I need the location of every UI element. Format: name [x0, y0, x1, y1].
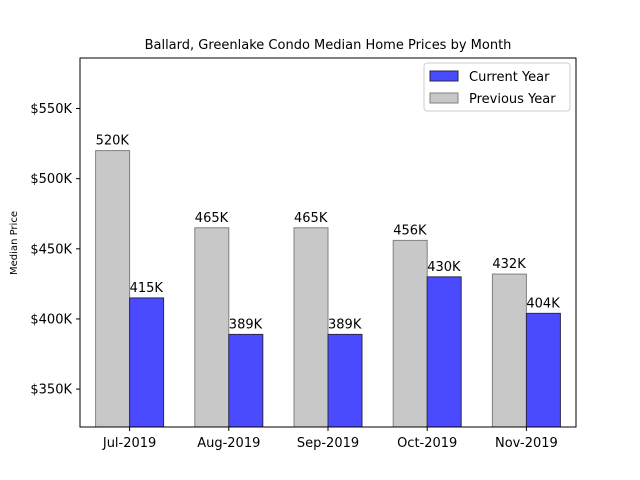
y-tick-label-3: $500K	[30, 172, 72, 187]
x-tick-label-2: Sep-2019	[297, 436, 359, 451]
legend-label-current-year: Current Year	[469, 70, 550, 85]
bar-label-previous-year-2: 465K	[294, 211, 328, 226]
bar-previous-year-4	[491, 273, 527, 428]
bar-previous-year-3	[392, 239, 428, 428]
legend-swatch-current-year	[429, 70, 459, 82]
bar-label-previous-year-3: 456K	[393, 223, 427, 238]
bar-current-year-3	[426, 276, 462, 428]
bar-label-previous-year-1: 465K	[195, 211, 229, 226]
bars-layer	[95, 150, 561, 428]
bar-previous-year-2	[293, 227, 329, 428]
bar-current-year-0	[129, 297, 165, 428]
bar-label-current-year-2: 389K	[328, 317, 362, 332]
x-tick-label-3: Oct-2019	[397, 436, 457, 451]
legend-label-previous-year: Previous Year	[469, 92, 556, 107]
bar-label-current-year-0: 415K	[130, 281, 164, 296]
y-tick-label-0: $350K	[30, 383, 72, 398]
x-axis: Jul-2019 Aug-2019 Sep-2019 Oct-2019 Nov-2019	[102, 427, 558, 451]
bar-previous-year-0	[95, 150, 131, 428]
chart-title: Ballard, Greenlake Condo Median Home Pri…	[145, 38, 512, 53]
x-tick-label-1: Aug-2019	[197, 436, 260, 451]
legend-swatch-previous-year	[429, 92, 459, 104]
y-axis: $350K $400K $450K $500K $550K	[30, 102, 80, 398]
bar-labels-layer: 520K 415K 465K 389K 465K 389K 456K 430K 432K 404K	[96, 134, 561, 333]
bar-previous-year-1	[194, 227, 230, 428]
x-tick-label-4: Nov-2019	[495, 436, 558, 451]
bar-label-previous-year-0: 520K	[96, 134, 130, 149]
bar-current-year-1	[228, 333, 264, 428]
legend: Current Year Previous Year	[423, 62, 571, 112]
bar-current-year-2	[327, 333, 363, 428]
y-tick-label-1: $400K	[30, 312, 72, 327]
y-tick-label-4: $550K	[30, 102, 72, 117]
bar-current-year-4	[525, 312, 561, 428]
y-axis-label: Median Price	[9, 211, 20, 275]
y-tick-label-2: $450K	[30, 242, 72, 257]
bar-label-current-year-1: 389K	[229, 317, 263, 332]
plot-frame	[79, 57, 577, 428]
bar-label-current-year-3: 430K	[427, 260, 461, 275]
x-tick-label-0: Jul-2019	[102, 436, 156, 451]
bar-label-previous-year-4: 432K	[492, 257, 526, 272]
legend-box	[423, 62, 571, 112]
bar-label-current-year-4: 404K	[526, 296, 560, 311]
